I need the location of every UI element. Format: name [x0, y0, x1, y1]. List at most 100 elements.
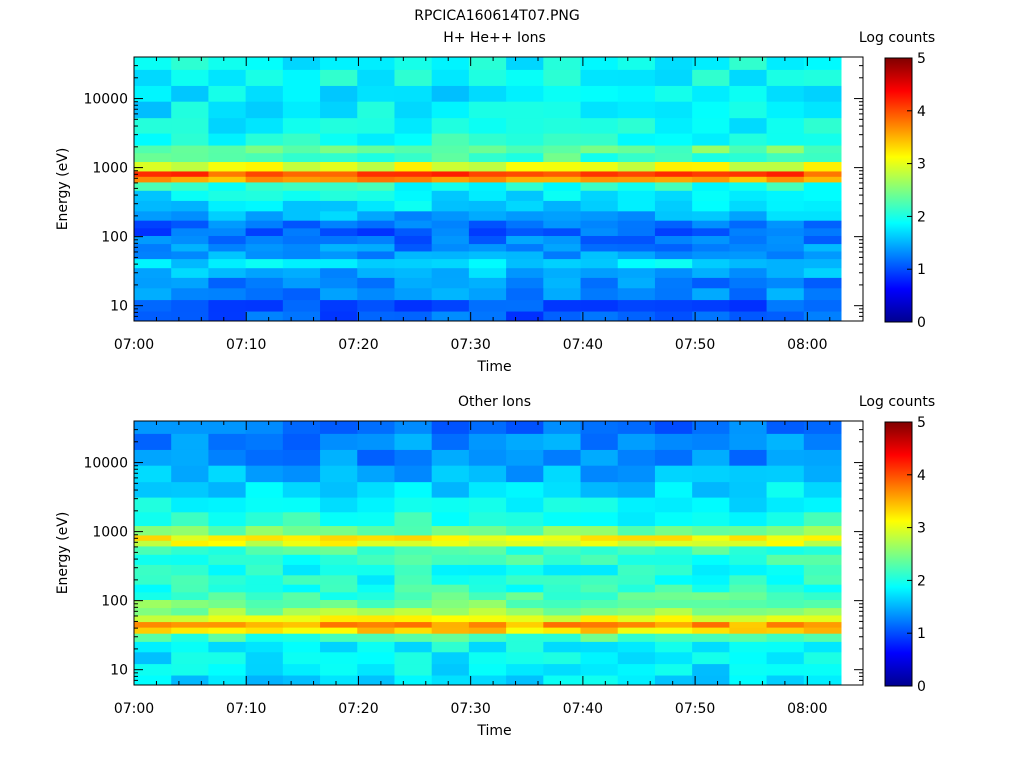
heatmap-cell — [134, 511, 172, 527]
heatmap-cell — [766, 511, 805, 527]
heatmap-cell — [357, 101, 395, 119]
heatmap-cell — [654, 564, 693, 576]
heatmap-cell — [282, 641, 321, 653]
heatmap-cell — [654, 433, 693, 450]
heatmap-cell — [580, 210, 619, 221]
heatmap-cell — [543, 181, 582, 191]
heatmap-cell — [617, 433, 656, 450]
heatmap-cell — [580, 101, 619, 119]
heatmap-cell — [431, 564, 470, 576]
heatmap-cell — [431, 311, 470, 322]
heatmap-cell — [617, 534, 656, 541]
heatmap-cell — [654, 220, 693, 229]
heatmap-cell — [617, 161, 656, 172]
heatmap-cell — [282, 170, 321, 177]
heatmap-cell — [766, 181, 805, 191]
heatmap-cell — [803, 176, 842, 183]
heatmap-cell — [394, 311, 433, 322]
heatmap-cell — [394, 220, 433, 229]
heatmap-cell — [431, 101, 470, 119]
heatmap-cell — [134, 267, 172, 278]
heatmap-cell — [282, 250, 321, 260]
heatmap-cell — [394, 85, 433, 102]
heatmap-cell — [468, 554, 507, 565]
heatmap-cell — [692, 621, 730, 628]
heatmap-cell — [208, 145, 247, 154]
heatmap-cell — [803, 235, 842, 245]
heatmap-cell — [803, 57, 842, 70]
heatmap-cell — [282, 614, 321, 623]
heatmap-cell — [245, 633, 284, 642]
heatmap-cell — [617, 627, 656, 634]
heatmap-cell — [729, 152, 768, 163]
heatmap-cell — [431, 540, 470, 547]
heatmap-cell — [431, 227, 470, 236]
heatmap-cell — [803, 69, 842, 86]
heatmap-cell — [506, 299, 544, 312]
heatmap-cell — [394, 287, 433, 301]
heatmap-cell — [729, 663, 768, 676]
heatmap-cell — [245, 133, 284, 146]
heatmap-cell — [766, 145, 805, 154]
heatmap-cell — [357, 57, 395, 70]
heatmap-cell — [468, 591, 507, 600]
colorbar-tick-label: 2 — [917, 573, 926, 589]
heatmap-cell — [617, 651, 656, 665]
heatmap-cell — [729, 465, 768, 483]
heatmap-cell — [654, 627, 693, 634]
heatmap-cell — [357, 85, 395, 102]
heatmap-cell — [543, 663, 582, 676]
heatmap-cell — [171, 210, 209, 221]
heatmap-cell — [468, 663, 507, 676]
heatmap-cell — [394, 545, 433, 555]
colorbar-gradient — [884, 421, 913, 687]
heatmap-cell — [208, 200, 247, 212]
panel-title: H+ He++ Ions — [443, 30, 546, 46]
x-axis-label: Time — [476, 359, 511, 375]
heatmap-cell — [766, 591, 805, 600]
heatmap-cell — [580, 534, 619, 541]
heatmap-cell — [506, 311, 544, 322]
heatmap-cell — [208, 267, 247, 278]
heatmap-cell — [320, 433, 358, 450]
heatmap-cell — [320, 101, 358, 119]
heatmap-cell — [134, 449, 172, 466]
heatmap-cell — [803, 497, 842, 513]
heatmap-cell — [357, 299, 395, 312]
heatmap-cell — [468, 101, 507, 119]
heatmap-cell — [171, 176, 209, 183]
heatmap-cell — [654, 57, 693, 70]
heatmap-cell — [580, 235, 619, 245]
heatmap-cell — [320, 311, 358, 322]
heatmap-cell — [692, 540, 730, 547]
heatmap-cell — [803, 651, 842, 665]
heatmap-cell — [803, 220, 842, 229]
heatmap-cell — [580, 227, 619, 236]
heatmap-cell — [617, 181, 656, 191]
heatmap-cell — [766, 651, 805, 665]
heatmap-cell — [282, 421, 321, 434]
heatmap-cell — [394, 481, 433, 498]
heatmap-cell — [394, 449, 433, 466]
x-tick-label: 07:40 — [563, 701, 603, 717]
heatmap-cell — [729, 545, 768, 555]
heatmap-cell — [357, 152, 395, 163]
colorbar: Log counts 0 1 2 3 4 5 — [859, 30, 935, 331]
heatmap-cell — [208, 152, 247, 163]
heatmap-cell — [729, 287, 768, 301]
heatmap-cell — [580, 200, 619, 212]
heatmap-cell — [766, 287, 805, 301]
heatmap-cell — [729, 614, 768, 623]
heatmap-cell — [171, 85, 209, 102]
heatmap-cell — [803, 554, 842, 565]
heatmap-cell — [543, 170, 582, 177]
heatmap-cell — [431, 190, 470, 201]
heatmap-cell — [692, 311, 730, 322]
heatmap-cell — [357, 220, 395, 229]
heatmap-cell — [282, 311, 321, 322]
heatmap-cell — [729, 101, 768, 119]
heatmap-cell — [580, 243, 619, 252]
heatmap-cell — [543, 117, 582, 134]
heatmap-cell — [543, 540, 582, 547]
